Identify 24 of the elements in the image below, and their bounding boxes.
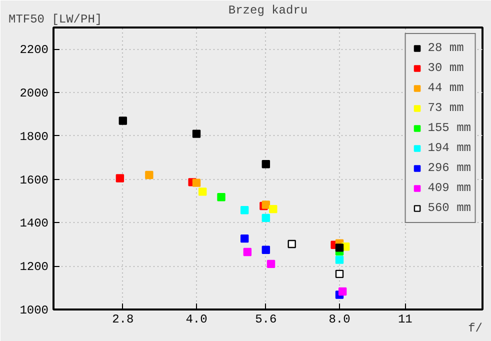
x-axis-title: f/ — [468, 322, 483, 336]
y-tick-label: 2000 — [20, 86, 49, 101]
y-tick-label: 2200 — [20, 43, 49, 58]
y-axis-title: MTF50 [LW/PH] — [8, 12, 102, 26]
chart-title: Brzeg kadru — [228, 4, 308, 18]
y-tick-label: 1200 — [20, 260, 49, 274]
y-tick-label: 1800 — [20, 130, 49, 144]
x-tick-label: 11 — [398, 312, 412, 326]
x-tick-label: 2.8 — [112, 312, 134, 326]
legend-label: 194 mm — [428, 141, 471, 155]
legend-label: 73 mm — [428, 101, 464, 115]
legend-label: 409 mm — [428, 181, 471, 195]
legend-label: 44 mm — [428, 81, 464, 95]
x-tick-label: 4.0 — [186, 312, 208, 326]
legend-label: 296 mm — [428, 161, 471, 175]
y-tick-label: 1000 — [20, 304, 49, 318]
legend-label: 155 mm — [428, 121, 471, 135]
legend-label: 560 mm — [428, 201, 471, 215]
x-tick-label: 5.6 — [255, 312, 277, 326]
y-tick-label: 1600 — [20, 173, 49, 188]
legend-label: 28 mm — [428, 41, 464, 55]
x-tick-label: 8.0 — [328, 312, 350, 326]
legend-label: 30 mm — [428, 61, 464, 75]
y-tick-label: 1400 — [20, 216, 49, 231]
